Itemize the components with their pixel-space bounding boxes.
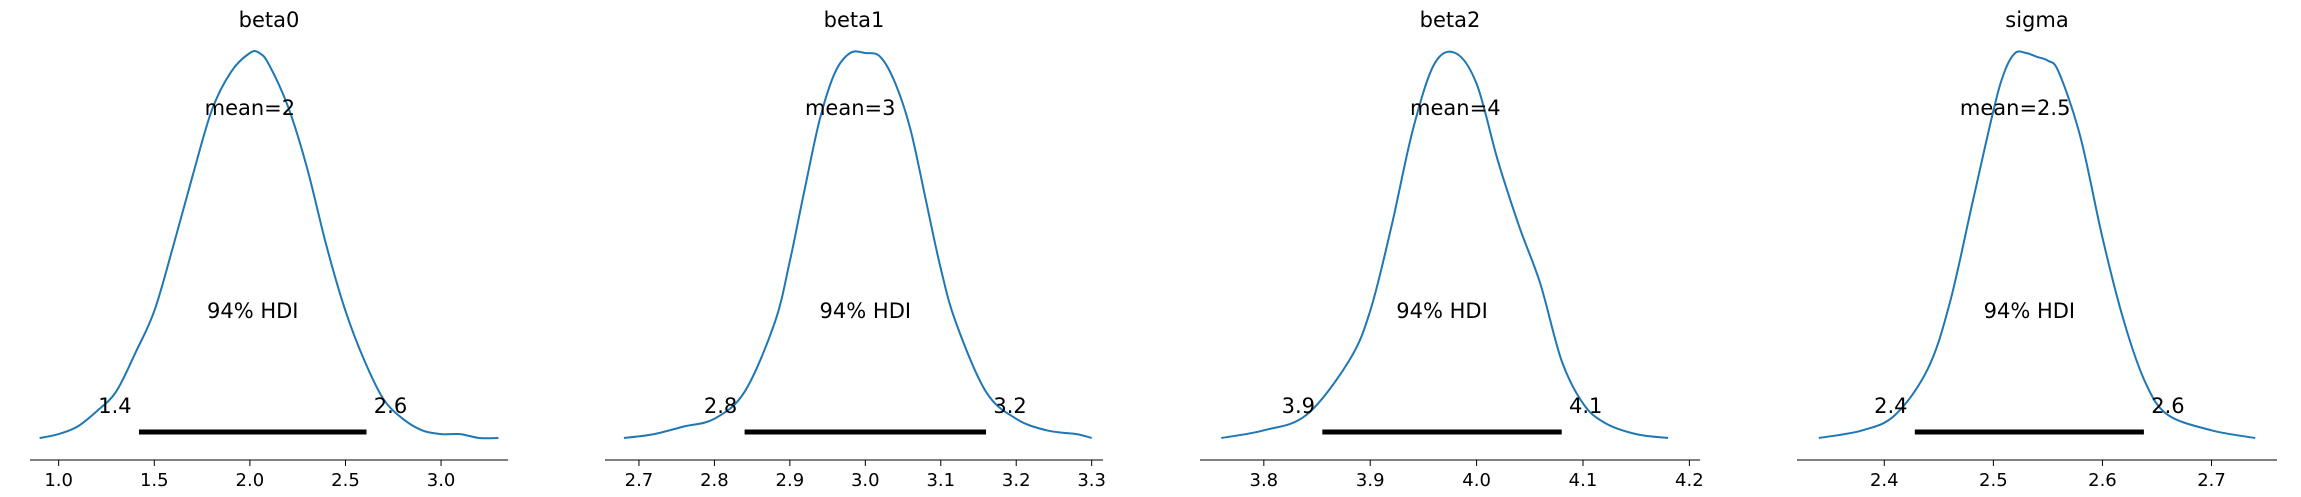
density-curve [1818, 50, 2256, 439]
hdi-label: 94% HDI [207, 299, 299, 323]
x-tick-label: 2.7 [625, 470, 654, 491]
hdi-lower-label: 3.9 [1282, 394, 1315, 418]
x-tick-label: 4.0 [1462, 470, 1491, 491]
hdi-upper-label: 2.6 [374, 394, 407, 418]
x-tick-label: 4.1 [1569, 470, 1598, 491]
x-tick-label: 3.3 [1077, 470, 1106, 491]
x-tick-label: 2.6 [2088, 470, 2117, 491]
x-tick-label: 2.7 [2197, 470, 2226, 491]
panel-sigma: sigma 2.4 2.5 2.6 2.7 2.4 2.6 94% HDI mean=2.5 [1797, 8, 2277, 491]
x-tick-label: 2.9 [776, 470, 805, 491]
hdi-lower-label: 1.4 [98, 394, 131, 418]
mean-label: mean=3 [805, 96, 896, 120]
x-tick-label: 2.0 [236, 470, 265, 491]
density-curve [623, 50, 1092, 439]
mean-label: mean=4 [1410, 96, 1501, 120]
panel-beta0: beta0 1.0 1.5 2.0 2.5 3.0 1.4 2.6 94% HDI mean=2 [30, 8, 508, 491]
panel-beta1: beta1 2.7 2.8 2.9 3.0 3.1 3.2 3.3 2.8 3.2 94% HDI m… [605, 8, 1106, 491]
hdi-upper-label: 3.2 [993, 394, 1026, 418]
hdi-lower-label: 2.8 [704, 394, 737, 418]
density-curve [39, 50, 499, 440]
hdi-upper-label: 2.6 [2151, 394, 2184, 418]
x-tick-label: 3.9 [1356, 470, 1385, 491]
x-tick-label: 4.2 [1675, 470, 1704, 491]
x-tick-label: 1.0 [44, 470, 73, 491]
mean-label: mean=2 [205, 96, 296, 120]
mean-label: mean=2.5 [1960, 96, 2071, 120]
x-tick-label: 3.0 [851, 470, 880, 491]
density-curve [1221, 50, 1669, 439]
x-tick-label: 1.5 [140, 470, 169, 491]
panel-title: beta2 [1420, 8, 1481, 32]
x-tick-label: 2.5 [1979, 470, 2008, 491]
x-tick-label: 3.2 [1002, 470, 1031, 491]
x-tick-label: 2.8 [700, 470, 729, 491]
x-tick-label: 3.0 [427, 470, 456, 491]
x-tick-label: 2.4 [1870, 470, 1899, 491]
hdi-lower-label: 2.4 [1874, 394, 1907, 418]
hdi-label: 94% HDI [1984, 299, 2076, 323]
panel-title: beta0 [239, 8, 300, 32]
hdi-upper-label: 4.1 [1569, 394, 1602, 418]
hdi-label: 94% HDI [1396, 299, 1488, 323]
x-tick-label: 3.8 [1250, 470, 1279, 491]
x-tick-label: 3.1 [926, 470, 955, 491]
panel-title: beta1 [824, 8, 885, 32]
x-tick-label: 2.5 [331, 470, 360, 491]
hdi-label: 94% HDI [820, 299, 912, 323]
panel-title: sigma [2005, 8, 2068, 32]
panel-beta2: beta2 3.8 3.9 4.0 4.1 4.2 3.9 4.1 94% HDI mean=4 [1200, 8, 1704, 491]
